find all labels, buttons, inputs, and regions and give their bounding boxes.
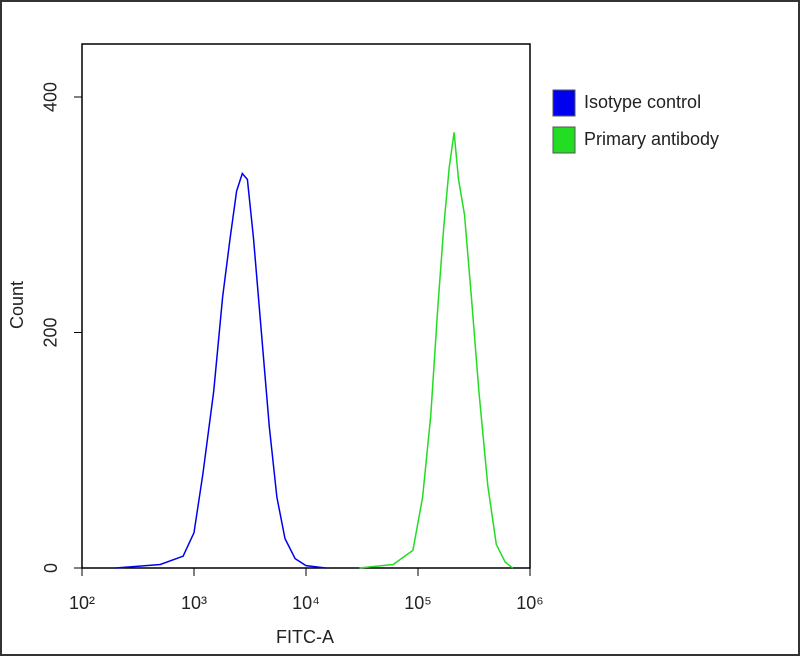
x-axis-label: FITC-A (276, 627, 334, 647)
legend-label: Primary antibody (584, 129, 719, 149)
plot-area (81, 43, 531, 569)
y-tick-label: 200 (41, 317, 61, 347)
y-tick-label: 400 (41, 82, 61, 112)
y-axis-label: Count (7, 281, 27, 329)
legend-swatch (552, 89, 576, 117)
x-tick-label: 10³ (181, 593, 207, 613)
x-tick-label: 10⁴ (292, 593, 320, 613)
legend-swatch (552, 126, 576, 154)
y-tick-label: 0 (41, 563, 61, 573)
x-tick-label: 10⁶ (516, 593, 543, 613)
x-tick-label: 10² (69, 593, 95, 613)
legend-label: Isotype control (584, 92, 701, 112)
histogram-line (359, 132, 514, 569)
histogram-line (115, 172, 326, 569)
x-tick-label: 10⁵ (404, 593, 431, 613)
